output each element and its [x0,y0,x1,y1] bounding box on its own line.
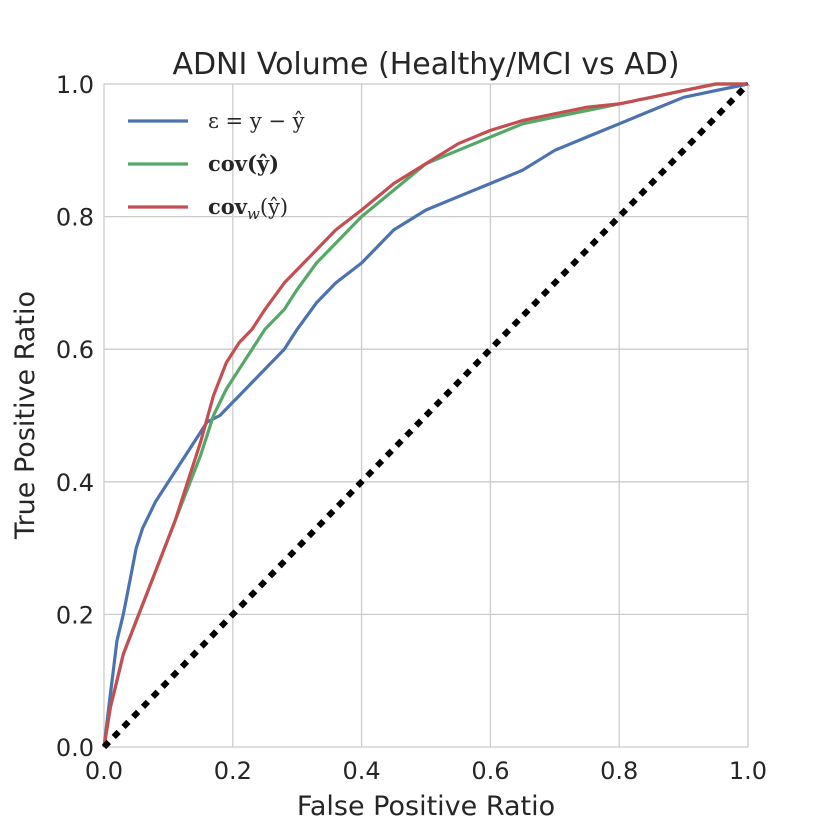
x-tick-labels: 0.0 0.2 0.4 0.6 0.8 1.0 [85,757,767,785]
y-tick-label: 0.4 [56,469,94,497]
series-line-2 [102,82,748,748]
legend-label: covw(ŷ) [208,194,288,223]
chance-diagonal-line [101,81,751,750]
x-tick-label: 0.4 [343,757,381,785]
legend-label: cov(ŷ) [208,151,279,176]
series-group [101,81,751,750]
x-tick-label: 0.2 [214,757,252,785]
y-tick-label: 0.8 [56,204,94,232]
y-tick-label: 0.0 [56,734,94,762]
y-tick-label: 0.2 [56,601,94,629]
x-tick-label: 0.8 [600,757,638,785]
series-line-0 [102,82,749,748]
y-tick-label: 0.6 [56,336,94,364]
x-tick-label: 0.0 [85,757,123,785]
legend-label: ε = y − ŷ [208,109,305,133]
x-tick-label: 0.6 [471,757,509,785]
x-axis-title: False Positive Ratio [297,791,555,822]
legend: ε = y − ŷ cov(ŷ) covw(ŷ) [128,109,305,223]
chart-title: ADNI Volume (Healthy/MCI vs AD) [172,47,679,82]
x-tick-label: 1.0 [729,757,767,785]
y-axis-title: True Positive Ratio [10,291,41,540]
y-tick-label: 1.0 [56,71,94,99]
y-tick-labels: 0.0 0.2 0.4 0.6 0.8 1.0 [56,71,94,762]
grid [104,84,748,747]
